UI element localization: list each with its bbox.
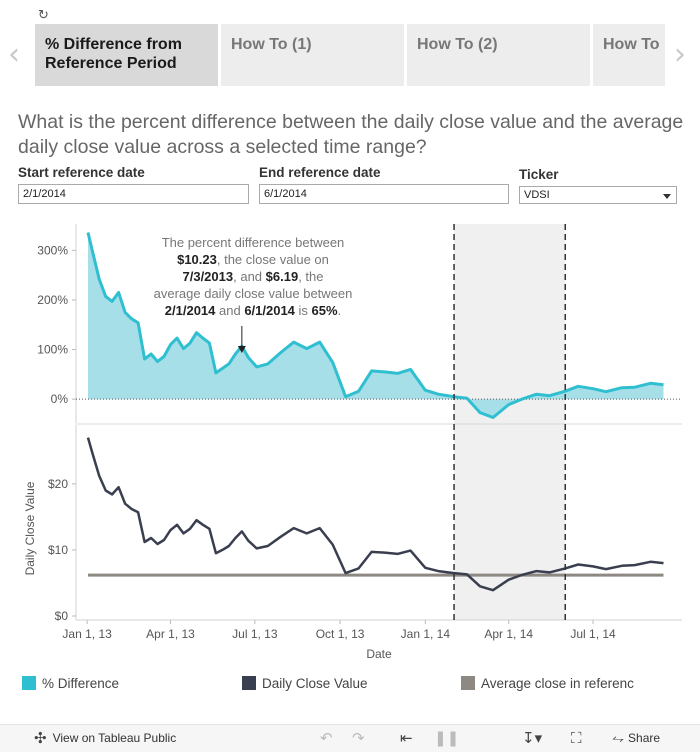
top-y-tick-label: 200% (37, 293, 68, 307)
bottom-y-tick-label: $10 (48, 543, 68, 557)
bottom-y-tick-label: $0 (55, 609, 69, 623)
x-tick-label: Apr 1, 14 (484, 627, 533, 641)
annotation-highlight: 7/3/2013 (183, 269, 234, 284)
x-tick-label: Jan 1, 13 (62, 627, 112, 641)
reference-band (454, 224, 566, 620)
tab-how-to-3[interactable]: How To (593, 24, 665, 86)
x-axis-label: Date (366, 647, 392, 661)
x-tick-label: Jan 1, 14 (401, 627, 451, 641)
tab-how-to-2[interactable]: How To (2) (407, 24, 590, 86)
story-tabs: % Difference from Reference Period How T… (35, 24, 665, 86)
redo-button[interactable]: ↷ (352, 730, 365, 746)
legend-swatch-pct (22, 676, 36, 690)
x-tick-label: Oct 1, 13 (316, 627, 365, 641)
top-y-tick-label: 0% (51, 392, 69, 406)
pause-icon: ❚❚ (434, 729, 460, 747)
fullscreen-icon: ⛶ (571, 729, 582, 747)
tab-scroll-left-icon[interactable]: ‹ (8, 37, 20, 72)
annotation-highlight: $6.19 (266, 269, 299, 284)
tab-percent-difference[interactable]: % Difference from Reference Period (35, 24, 218, 86)
annotation-text: . (338, 303, 342, 318)
annotation: The percent difference between$10.23, th… (154, 235, 353, 318)
legend-item-close[interactable]: Daily Close Value (242, 674, 442, 692)
revert-icon[interactable]: ↻ (38, 7, 49, 22)
annotation-line: 2/1/2014 and 6/1/2014 is 65%. (165, 303, 341, 318)
top-y-tick-label: 300% (37, 243, 68, 257)
annotation-line: $10.23, the close value on (177, 252, 329, 267)
annotation-text: , and (233, 269, 266, 284)
annotation-highlight: 6/1/2014 (244, 303, 295, 318)
top-y-ticks: 0% 100% 200% 300% (37, 243, 76, 406)
ticker-value: VDSI (524, 189, 550, 201)
redo-icon: ↷ (352, 729, 365, 747)
x-ticks: Jan 1, 13 Apr 1, 13 Jul 1, 13 Oct 1, 13 Jan … (62, 620, 616, 641)
revert-button[interactable]: ⇤ (400, 730, 413, 746)
pct-difference-area (88, 232, 664, 418)
footer-toolbar: ✣ View on Tableau Public ↶ ↷ ⇤ ❚❚ ↧▾ ⛶ ⥊… (0, 724, 700, 752)
legend-item-pct[interactable]: % Difference (22, 674, 222, 692)
start-date-input[interactable]: 2/1/2014 (18, 184, 249, 204)
revert-all-icon: ⇤ (400, 729, 413, 747)
x-tick-label: Apr 1, 13 (146, 627, 195, 641)
annotation-line: 7/3/2013, and $6.19, the (183, 269, 324, 284)
view-on-tableau-label: View on Tableau Public (52, 731, 177, 745)
chart[interactable]: 0% 100% 200% 300% $0 $10 $20 Jan 1, 13 Apr 1, … (0, 222, 700, 662)
annotation-line: average daily close value between (154, 286, 353, 301)
tableau-logo-icon: ✣ (34, 729, 47, 747)
legend-item-average[interactable]: Average close in referenc (461, 674, 641, 692)
bottom-y-ticks: $0 $10 $20 (48, 477, 76, 623)
view-on-tableau-link[interactable]: ✣ View on Tableau Public (34, 730, 176, 746)
annotation-line: The percent difference between (162, 235, 345, 250)
share-label: Share (628, 731, 661, 745)
undo-button[interactable]: ↶ (320, 730, 333, 746)
annotation-highlight: 2/1/2014 (165, 303, 216, 318)
download-button[interactable]: ↧▾ (522, 730, 542, 746)
legend-label-average: Average close in referenc (481, 675, 634, 691)
end-date-input[interactable]: 6/1/2014 (259, 184, 509, 204)
reference-band-group (454, 224, 566, 620)
legend-label-close: Daily Close Value (262, 675, 368, 691)
ticker-select[interactable]: VDSI (519, 186, 677, 204)
pct-difference-line[interactable] (86, 232, 664, 419)
undo-icon: ↶ (320, 729, 333, 747)
annotation-arrow (237, 326, 246, 353)
annotation-text: The percent difference between (162, 235, 345, 250)
daily-close-line[interactable] (86, 437, 664, 592)
y-axis-label: Daily Close Value (23, 481, 37, 575)
x-tick-label: Jul 1, 14 (570, 627, 616, 641)
fullscreen-button[interactable]: ⛶ (571, 730, 582, 746)
legend-swatch-close (242, 676, 256, 690)
annotation-text: average daily close value between (154, 286, 353, 301)
tab-how-to-1[interactable]: How To (1) (221, 24, 404, 86)
annotation-text: , the (298, 269, 323, 284)
bottom-y-tick-label: $20 (48, 477, 68, 491)
x-tick-label: Jul 1, 13 (232, 627, 278, 641)
legend-swatch-average (461, 676, 475, 690)
annotation-arrow-head (237, 346, 246, 353)
ticker-label: Ticker (519, 167, 559, 182)
pause-button[interactable]: ❚❚ (434, 730, 459, 746)
annotation-text: is (295, 303, 312, 318)
end-date-label: End reference date (259, 165, 381, 180)
annotation-highlight: 65% (312, 303, 338, 318)
legend-label-pct: % Difference (42, 675, 120, 691)
share-button[interactable]: ⥊ Share (612, 730, 660, 746)
question-title: What is the percent difference between t… (18, 111, 684, 158)
annotation-highlight: $10.23 (177, 252, 217, 267)
annotation-text: and (215, 303, 244, 318)
download-icon: ↧▾ (522, 729, 543, 747)
share-icon: ⥊ (612, 729, 625, 747)
top-y-tick-label: 100% (37, 343, 68, 357)
start-date-label: Start reference date (18, 165, 145, 180)
chevron-down-icon (663, 194, 671, 199)
annotation-text: , the close value on (217, 252, 329, 267)
tab-scroll-right-icon[interactable]: › (674, 37, 686, 72)
